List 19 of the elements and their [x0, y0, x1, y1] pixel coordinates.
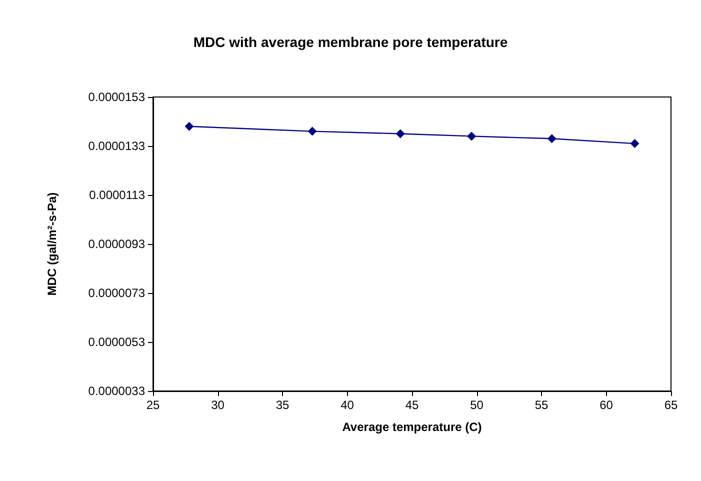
- x-tick-label: 25: [146, 398, 160, 412]
- y-tick-label: 0.0000133: [88, 139, 146, 153]
- x-tick-label: 65: [664, 398, 678, 412]
- x-axis-title: Average temperature (C): [342, 420, 482, 434]
- chart-title: MDC with average membrane pore temperature: [193, 34, 508, 50]
- x-tick-label: 30: [211, 398, 225, 412]
- y-tick-label: 0.0000093: [88, 237, 146, 251]
- y-tick-label: 0.0000153: [88, 90, 146, 104]
- x-tick-label: 60: [600, 398, 614, 412]
- y-tick-label: 0.0000073: [88, 286, 146, 300]
- x-tick-label: 35: [276, 398, 290, 412]
- x-tick-label: 45: [405, 398, 419, 412]
- y-axis-title: MDC (gal/m²-s-Pa): [45, 192, 59, 296]
- x-tick-label: 55: [534, 398, 548, 412]
- x-tick-label: 50: [470, 398, 484, 412]
- y-tick-label: 0.0000113: [89, 188, 146, 202]
- y-tick-label: 0.0000033: [88, 384, 146, 398]
- x-tick-label: 40: [340, 398, 354, 412]
- y-tick-label: 0.0000053: [88, 335, 146, 349]
